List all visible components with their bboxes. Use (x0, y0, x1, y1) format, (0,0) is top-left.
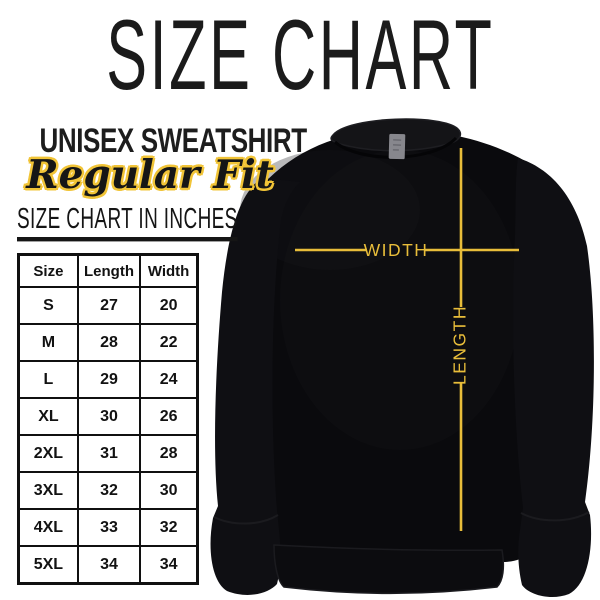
product-name-heading: UNISEX SWEATSHIRT (14, 123, 307, 158)
table-header-row: Size Length Width (17, 253, 199, 288)
length-cell: 28 (76, 323, 142, 362)
size-cell: XL (17, 397, 79, 436)
table-row: 4XL 33 32 (17, 508, 199, 547)
width-cell: 30 (139, 471, 199, 510)
width-cell: 22 (139, 323, 199, 362)
table-row: XL 30 26 (17, 397, 199, 436)
length-cell: 34 (76, 545, 142, 585)
width-cell: 34 (139, 545, 199, 585)
fit-heading: Regular Fit (26, 152, 274, 198)
length-measure-label: LENGTH (450, 305, 470, 385)
length-cell: 31 (76, 434, 142, 473)
width-cell: 26 (139, 397, 199, 436)
table-row: 3XL 32 30 (17, 471, 199, 510)
size-cell: 4XL (17, 508, 79, 547)
width-cell: 32 (139, 508, 199, 547)
table-row: M 28 22 (17, 323, 199, 362)
column-header-width: Width (139, 253, 199, 288)
width-cell: 20 (139, 286, 199, 325)
length-cell: 30 (76, 397, 142, 436)
product-name-text: UNISEX SWEATSHIRT (39, 120, 307, 160)
width-measure-label: WIDTH (364, 240, 429, 260)
size-table: Size Length Width S 27 20 M 28 22 L 29 2… (17, 253, 199, 585)
page-title: SIZE CHART (0, 6, 600, 105)
size-cell: 3XL (17, 471, 79, 510)
table-row: 2XL 31 28 (17, 434, 199, 473)
size-cell: M (17, 323, 79, 362)
length-cell: 27 (76, 286, 142, 325)
size-chart-heading-text: SIZE CHART IN INCHES (17, 204, 238, 242)
table-row: 5XL 34 34 (17, 545, 199, 585)
size-cell: 5XL (17, 545, 79, 585)
column-header-length: Length (76, 253, 142, 288)
width-cell: 28 (139, 434, 199, 473)
length-cell: 29 (76, 360, 142, 399)
size-cell: S (17, 286, 79, 325)
column-header-size: Size (17, 253, 79, 288)
width-cell: 24 (139, 360, 199, 399)
sweatshirt-shape (210, 118, 594, 598)
length-cell: 32 (76, 471, 142, 510)
measurement-annotations (295, 148, 519, 531)
table-row: L 29 24 (17, 360, 199, 399)
neck-tag (388, 133, 406, 160)
page-title-text: SIZE CHART (105, 0, 495, 111)
table-row: S 27 20 (17, 286, 199, 325)
size-chart-heading: SIZE CHART IN INCHES (17, 204, 319, 242)
size-cell: L (17, 360, 79, 399)
size-cell: 2XL (17, 434, 79, 473)
length-cell: 33 (76, 508, 142, 547)
